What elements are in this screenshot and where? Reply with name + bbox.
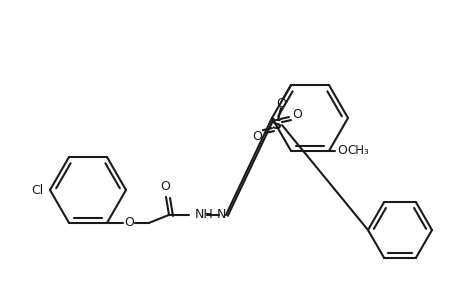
- Text: NH: NH: [195, 208, 213, 221]
- Text: O: O: [160, 180, 169, 193]
- Text: CH₃: CH₃: [346, 144, 368, 158]
- Text: O: O: [252, 130, 261, 142]
- Text: O: O: [291, 108, 301, 121]
- Text: O: O: [124, 216, 134, 230]
- Text: N: N: [216, 208, 225, 221]
- Text: O: O: [275, 97, 285, 110]
- Text: Cl: Cl: [32, 184, 44, 196]
- Text: O: O: [336, 144, 346, 158]
- Text: S: S: [271, 118, 281, 132]
